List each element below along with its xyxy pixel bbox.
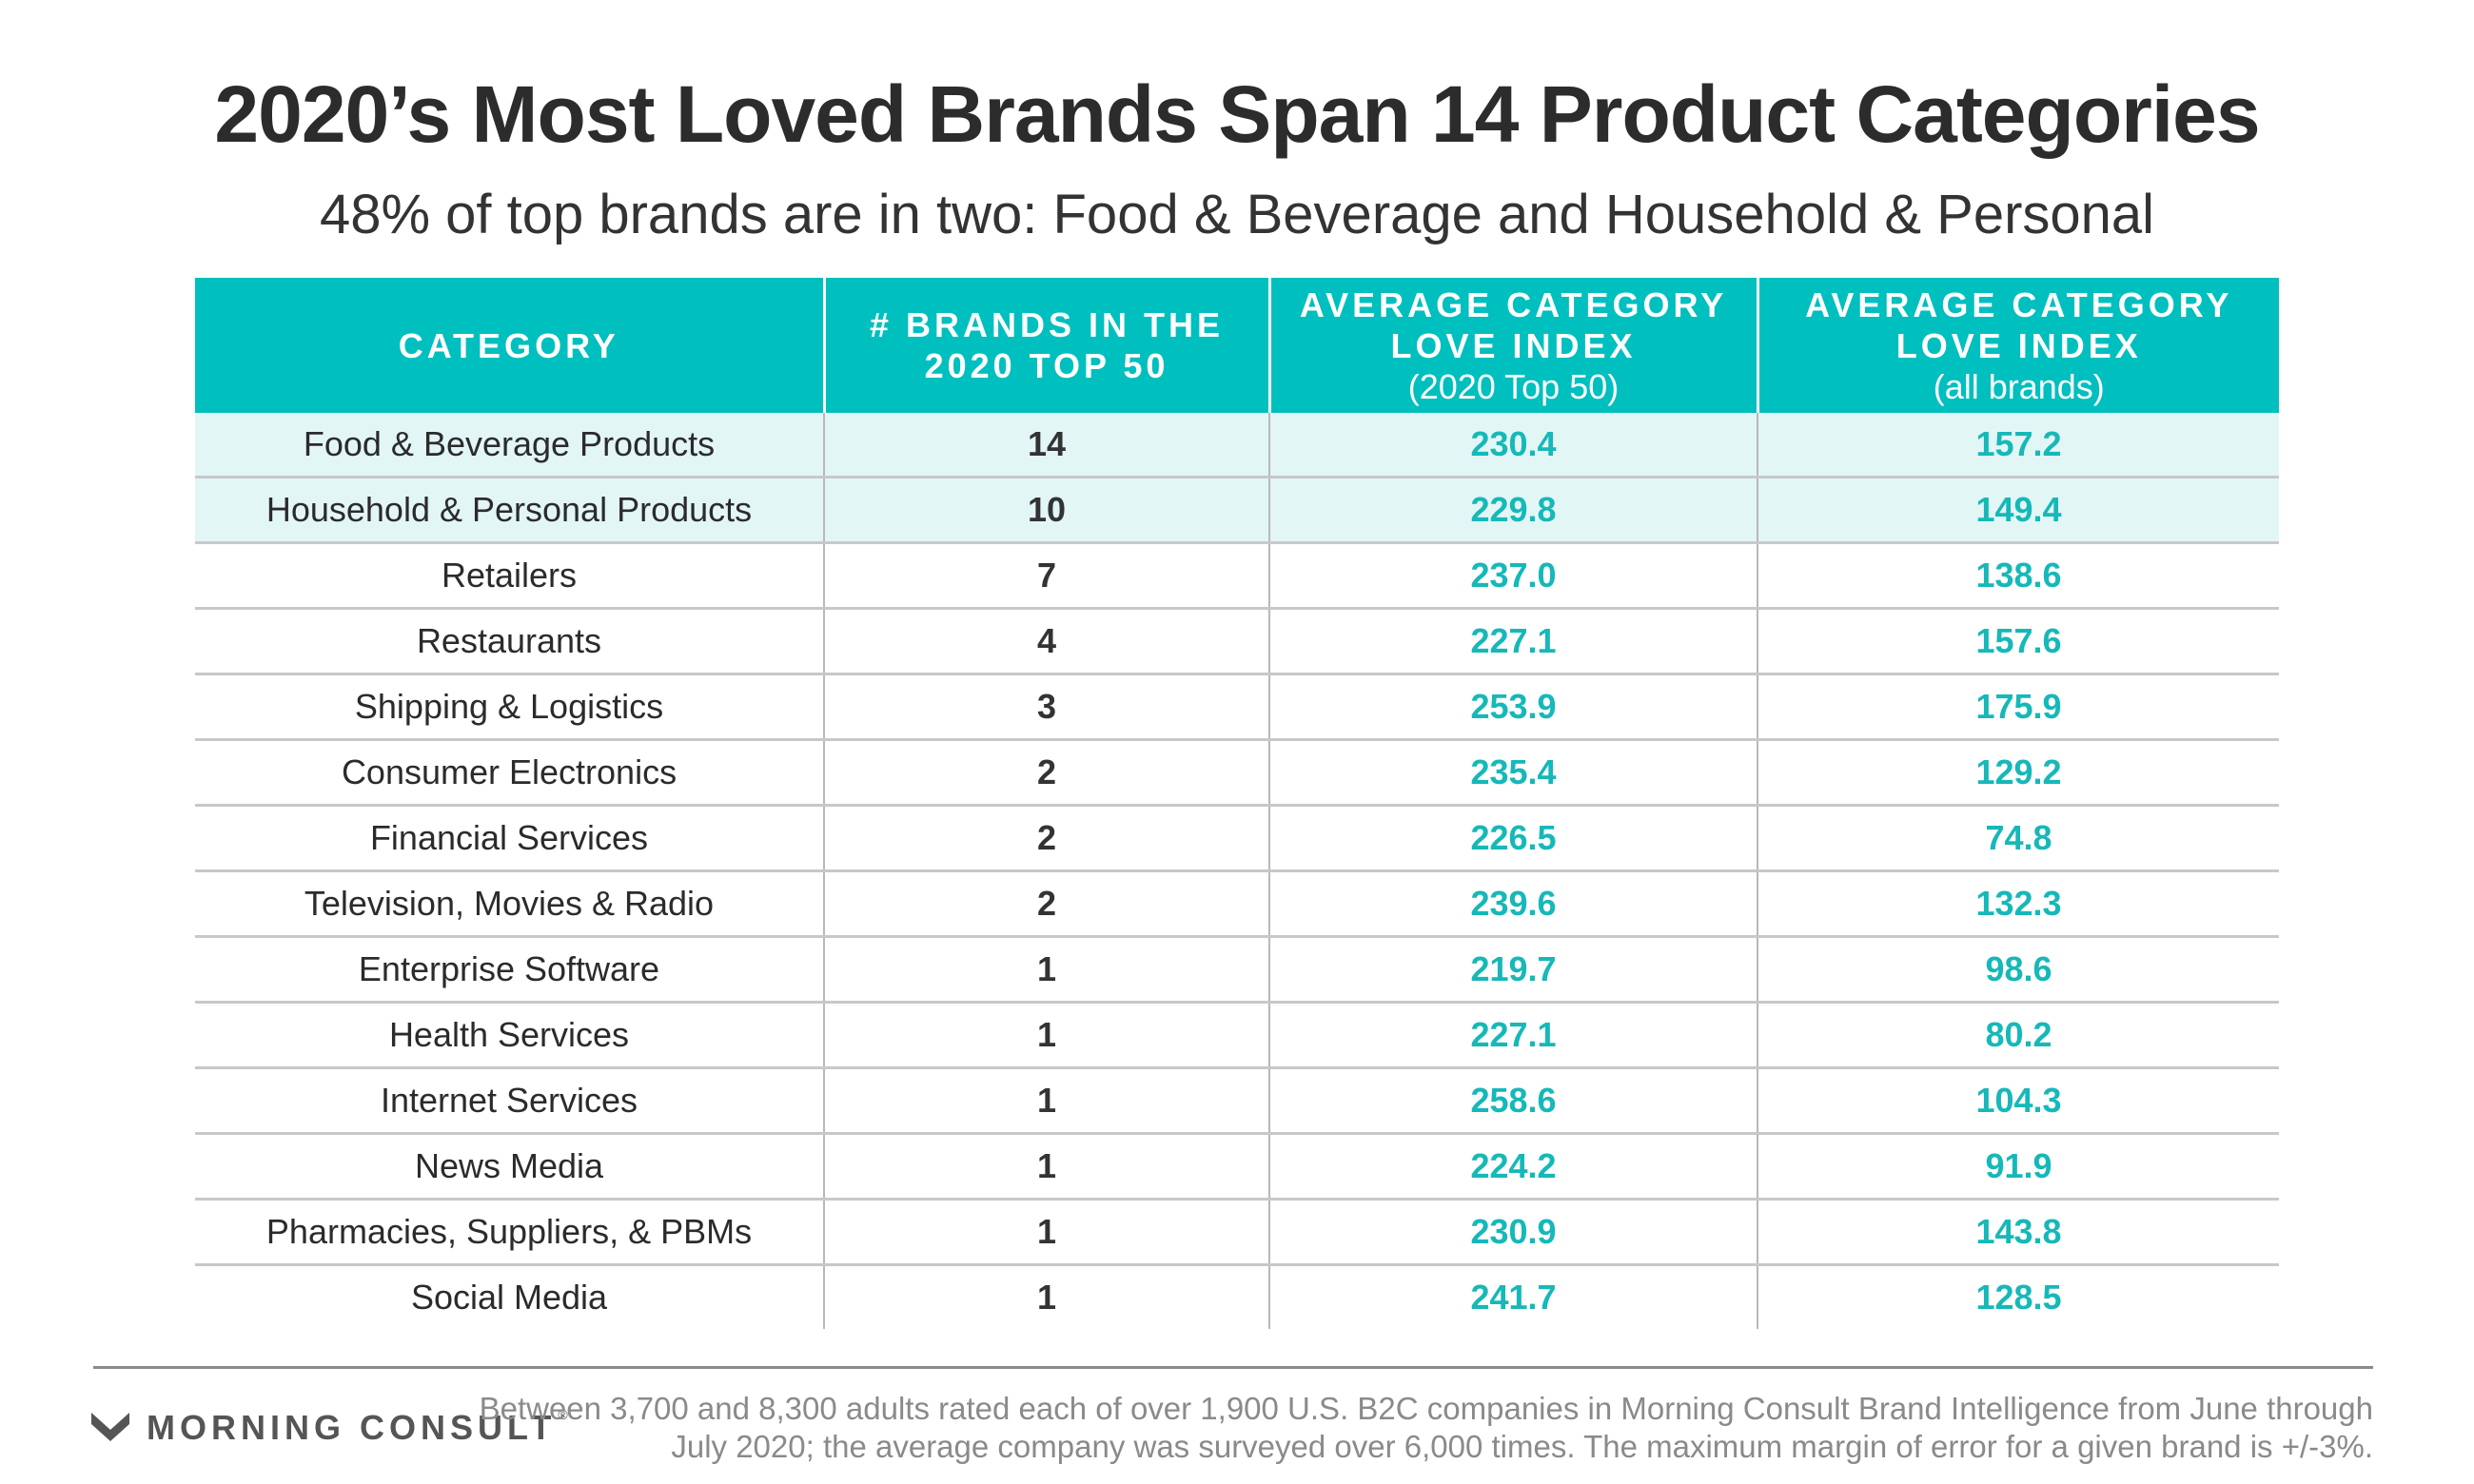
brand-count-cell: 1 — [823, 1067, 1269, 1135]
table-row: Retailers 7 237.0 138.6 — [195, 542, 2279, 610]
brand-count-cell: 1 — [823, 936, 1269, 1004]
table-row: Consumer Electronics 2 235.4 129.2 — [195, 739, 2279, 807]
table-row: Restaurants 4 227.1 157.6 — [195, 608, 2279, 675]
column-header-index-all: AVERAGE CATEGORY LOVE INDEX (all brands) — [1756, 278, 2279, 413]
love-index-top50-cell: 230.9 — [1268, 1199, 1757, 1266]
love-index-all-cell: 91.9 — [1757, 1133, 2279, 1201]
love-index-all-cell: 132.3 — [1757, 870, 2279, 938]
love-index-all-cell: 143.8 — [1757, 1199, 2279, 1266]
category-cell: Household & Personal Products — [195, 477, 824, 544]
chart-title: 2020’s Most Loved Brands Span 14 Product… — [214, 69, 2260, 159]
category-table: CATEGORY # BRANDS IN THE 2020 TOP 50 AVE… — [195, 278, 2279, 1329]
brand-count-cell: 4 — [823, 608, 1269, 675]
love-index-top50-cell: 258.6 — [1268, 1067, 1757, 1135]
column-header-sub: (2020 Top 50) — [1407, 366, 1620, 406]
brand-count-cell: 1 — [823, 1199, 1269, 1266]
logo-registered-mark: ® — [558, 1407, 568, 1422]
column-header-sub: (all brands) — [1933, 366, 2105, 406]
love-index-top50-cell: 230.4 — [1268, 413, 1757, 478]
love-index-top50-cell: 219.7 — [1268, 936, 1757, 1004]
love-index-top50-cell: 241.7 — [1268, 1264, 1757, 1329]
column-header-label: AVERAGE CATEGORY LOVE INDEX — [1299, 284, 1728, 365]
brand-count-cell: 3 — [823, 674, 1269, 741]
love-index-all-cell: 74.8 — [1757, 805, 2279, 872]
love-index-all-cell: 175.9 — [1757, 674, 2279, 741]
table-row: Household & Personal Products 10 229.8 149.… — [195, 477, 2279, 544]
table-row: Enterprise Software 1 219.7 98.6 — [195, 936, 2279, 1004]
love-index-all-cell: 129.2 — [1757, 739, 2279, 807]
table-row: News Media 1 224.2 91.9 — [195, 1133, 2279, 1201]
love-index-all-cell: 98.6 — [1757, 936, 2279, 1004]
category-cell: Consumer Electronics — [195, 739, 824, 807]
category-cell: Internet Services — [195, 1067, 824, 1135]
brand-count-cell: 14 — [823, 413, 1269, 478]
brand-count-cell: 2 — [823, 739, 1269, 807]
love-index-all-cell: 157.2 — [1757, 413, 2279, 478]
table-row: Health Services 1 227.1 80.2 — [195, 1002, 2279, 1069]
brand-count-cell: 1 — [823, 1133, 1269, 1201]
love-index-all-cell: 157.6 — [1757, 608, 2279, 675]
table-row: Financial Services 2 226.5 74.8 — [195, 805, 2279, 872]
brand-count-cell: 7 — [823, 542, 1269, 610]
love-index-all-cell: 149.4 — [1757, 477, 2279, 544]
love-index-top50-cell: 229.8 — [1268, 477, 1757, 544]
morning-consult-logo: MORNING CONSULT ® — [91, 1407, 568, 1448]
table-header-row: CATEGORY # BRANDS IN THE 2020 TOP 50 AVE… — [195, 278, 2279, 413]
logo-wordmark: MORNING CONSULT — [147, 1408, 557, 1447]
column-header-brands: # BRANDS IN THE 2020 TOP 50 — [822, 278, 1269, 413]
brand-count-cell: 1 — [823, 1264, 1269, 1329]
table-row: Social Media 1 241.7 128.5 — [195, 1264, 2279, 1329]
love-index-top50-cell: 253.9 — [1268, 674, 1757, 741]
footer-divider — [93, 1366, 2373, 1369]
methodology-note: Between 3,700 and 8,300 adults rated eac… — [479, 1391, 2373, 1464]
love-index-all-cell: 104.3 — [1757, 1067, 2279, 1135]
love-index-top50-cell: 227.1 — [1268, 608, 1757, 675]
brand-count-cell: 2 — [823, 870, 1269, 938]
category-cell: Social Media — [410, 1278, 608, 1317]
love-index-top50-cell: 237.0 — [1268, 542, 1757, 610]
category-cell: Food & Beverage Products — [195, 413, 824, 478]
chart-subtitle: 48% of top brands are in two: Food & Bev… — [319, 184, 2155, 245]
category-cell: Pharmacies, Suppliers, & PBMs — [195, 1199, 824, 1266]
love-index-top50-cell: 239.6 — [1268, 870, 1757, 938]
love-index-top50-cell: 224.2 — [1268, 1133, 1757, 1201]
table-row: Shipping & Logistics 3 253.9 175.9 — [195, 674, 2279, 741]
brand-count-cell: 2 — [823, 805, 1269, 872]
category-cell: Enterprise Software — [195, 936, 824, 1004]
love-index-all-cell: 128.5 — [1757, 1264, 2279, 1329]
category-cell: News Media — [195, 1133, 824, 1201]
love-index-top50-cell: 226.5 — [1268, 805, 1757, 872]
love-index-top50-cell: 235.4 — [1268, 739, 1757, 807]
table-row: Pharmacies, Suppliers, & PBMs 1 230.9 143.8 — [195, 1199, 2279, 1266]
column-header-category: CATEGORY — [195, 278, 824, 413]
column-header-label: AVERAGE CATEGORY LOVE INDEX — [1805, 284, 2233, 365]
love-index-top50-cell: 227.1 — [1268, 1002, 1757, 1069]
brand-count-cell: 1 — [823, 1002, 1269, 1069]
category-cell: Shipping & Logistics — [195, 674, 824, 741]
morning-consult-chevron-icon — [91, 1413, 129, 1441]
category-cell: Retailers — [195, 542, 824, 610]
column-header-index-top50: AVERAGE CATEGORY LOVE INDEX (2020 Top 50) — [1267, 278, 1757, 413]
column-header-label: CATEGORY — [398, 325, 619, 365]
table-row: Television, Movies & Radio 2 239.6 132.3 — [195, 870, 2279, 938]
table-row: Food & Beverage Products 14 230.4 157.2 — [195, 413, 2279, 478]
category-cell: Television, Movies & Radio — [195, 870, 824, 938]
category-cell: Financial Services — [195, 805, 824, 872]
category-cell: Restaurants — [195, 608, 824, 675]
category-cell: Health Services — [195, 1002, 824, 1069]
table-body: Food & Beverage Products 14 230.4 157.2 Hous… — [195, 413, 2279, 1329]
brand-count-cell: 10 — [823, 477, 1269, 544]
table-row: Internet Services 1 258.6 104.3 — [195, 1067, 2279, 1135]
love-index-all-cell: 80.2 — [1757, 1002, 2279, 1069]
love-index-all-cell: 138.6 — [1757, 542, 2279, 610]
column-header-label: # BRANDS IN THE 2020 TOP 50 — [869, 305, 1225, 385]
